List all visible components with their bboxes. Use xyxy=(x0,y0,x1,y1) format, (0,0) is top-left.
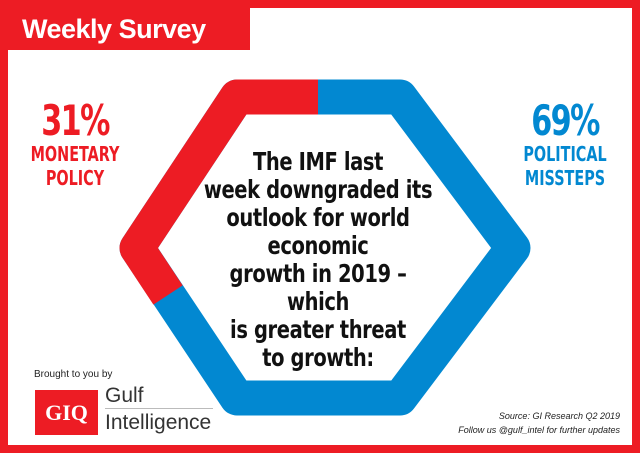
political-label-2: MISSTEPS xyxy=(524,166,606,190)
question-line: week downgraded its xyxy=(203,175,433,204)
political-label-1: POLITICAL xyxy=(523,142,607,166)
question-line: is greater threat xyxy=(230,315,406,344)
monetary-label-1: MONETARY xyxy=(30,142,120,166)
gi-logo: GIQ xyxy=(35,390,98,435)
source-text: Source: GI Research Q2 2019 xyxy=(498,411,620,421)
question-line: growth in 2019 – which xyxy=(229,259,407,316)
brand-line-2: Intelligence xyxy=(105,408,213,435)
survey-question: The IMF last week downgraded its outlook… xyxy=(201,148,435,372)
question-line: to growth: xyxy=(262,343,374,372)
monetary-percent: 31% xyxy=(41,96,110,145)
page-title: Weekly Survey xyxy=(8,8,250,50)
monetary-segment xyxy=(119,79,318,305)
brand-name: Gulf Intelligence xyxy=(105,384,213,435)
brand-line-1: Gulf xyxy=(105,384,144,407)
question-line: The IMF last xyxy=(252,147,384,176)
brought-by-label: Brought to you by xyxy=(34,369,113,380)
political-percent: 69% xyxy=(531,96,600,145)
question-line: outlook for world economic xyxy=(226,203,410,260)
political-stat: 69% POLITICAL MISSTEPS xyxy=(495,96,635,191)
monetary-label-2: POLICY xyxy=(45,166,105,190)
monetary-stat: 31% MONETARY POLICY xyxy=(5,96,145,191)
follow-text: Follow us @gulf_intel for further update… xyxy=(458,425,620,435)
source-note: Source: GI Research Q2 2019 Follow us @g… xyxy=(458,409,620,437)
